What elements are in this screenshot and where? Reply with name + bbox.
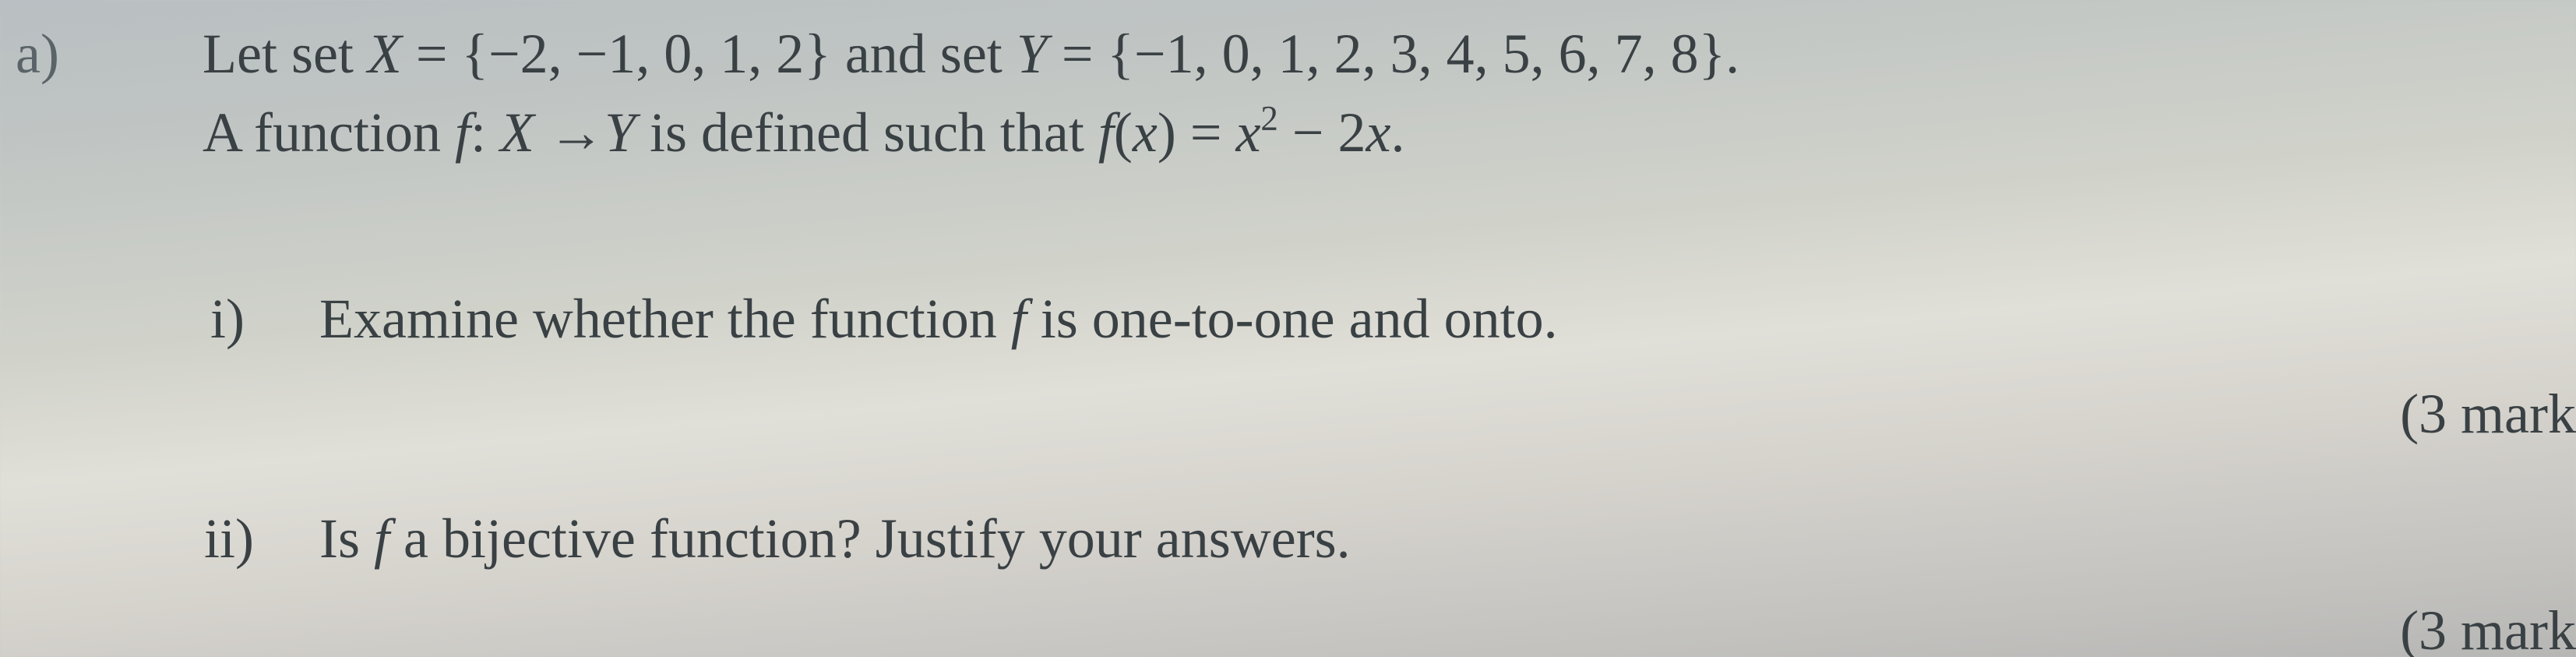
subpart-ii-text: Is f a bijective function? Justify your … bbox=[319, 507, 1351, 571]
question-intro-line-2: A function f: X →Y is defined such that … bbox=[203, 100, 1405, 165]
marks-annotation-2: (3 mark bbox=[2400, 599, 2576, 657]
exam-question: a) Let set X = {−2, −1, 0, 1, 2} and set… bbox=[0, 0, 2576, 657]
subpart-ii-label: ii) bbox=[204, 507, 254, 571]
marks-annotation-1: (3 mark bbox=[2400, 382, 2576, 447]
part-label: a) bbox=[16, 22, 59, 87]
question-intro-line-1: Let set X = {−2, −1, 0, 1, 2} and set Y … bbox=[203, 22, 1739, 87]
subpart-i-label: i) bbox=[210, 287, 245, 351]
subpart-i-text: Examine whether the function f is one-to… bbox=[319, 287, 1558, 351]
